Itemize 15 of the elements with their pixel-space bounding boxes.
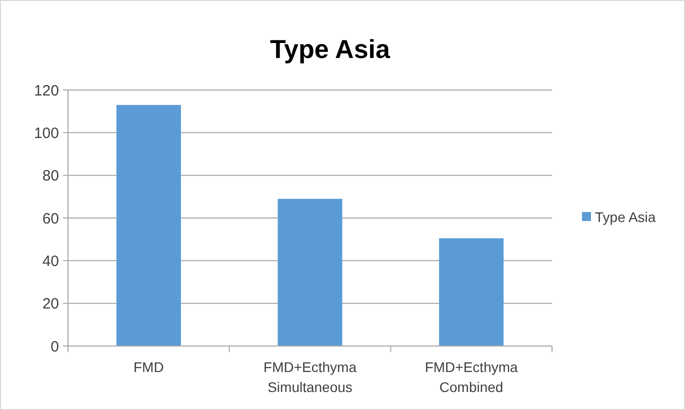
x-tick-label: FMD+Ecthyma Combined: [424, 359, 518, 395]
y-tick-label: 80: [42, 168, 59, 185]
y-tick-label: 40: [42, 252, 59, 270]
y-tick-label: 0: [50, 338, 59, 356]
chart-title: Type Asia: [270, 34, 391, 64]
y-tick-label: 120: [34, 82, 59, 100]
y-tick-label: 60: [42, 210, 59, 228]
x-tick-label: FMD: [134, 359, 164, 375]
y-tick-label: 100: [34, 124, 59, 142]
legend-label: Type Asia: [595, 208, 656, 225]
y-tick-label: 20: [42, 296, 59, 313]
bar: [439, 238, 504, 346]
bar: [278, 198, 342, 346]
x-tick-label: FMD+Ecthyma Simultaneous: [264, 359, 357, 395]
bar: [116, 104, 181, 346]
